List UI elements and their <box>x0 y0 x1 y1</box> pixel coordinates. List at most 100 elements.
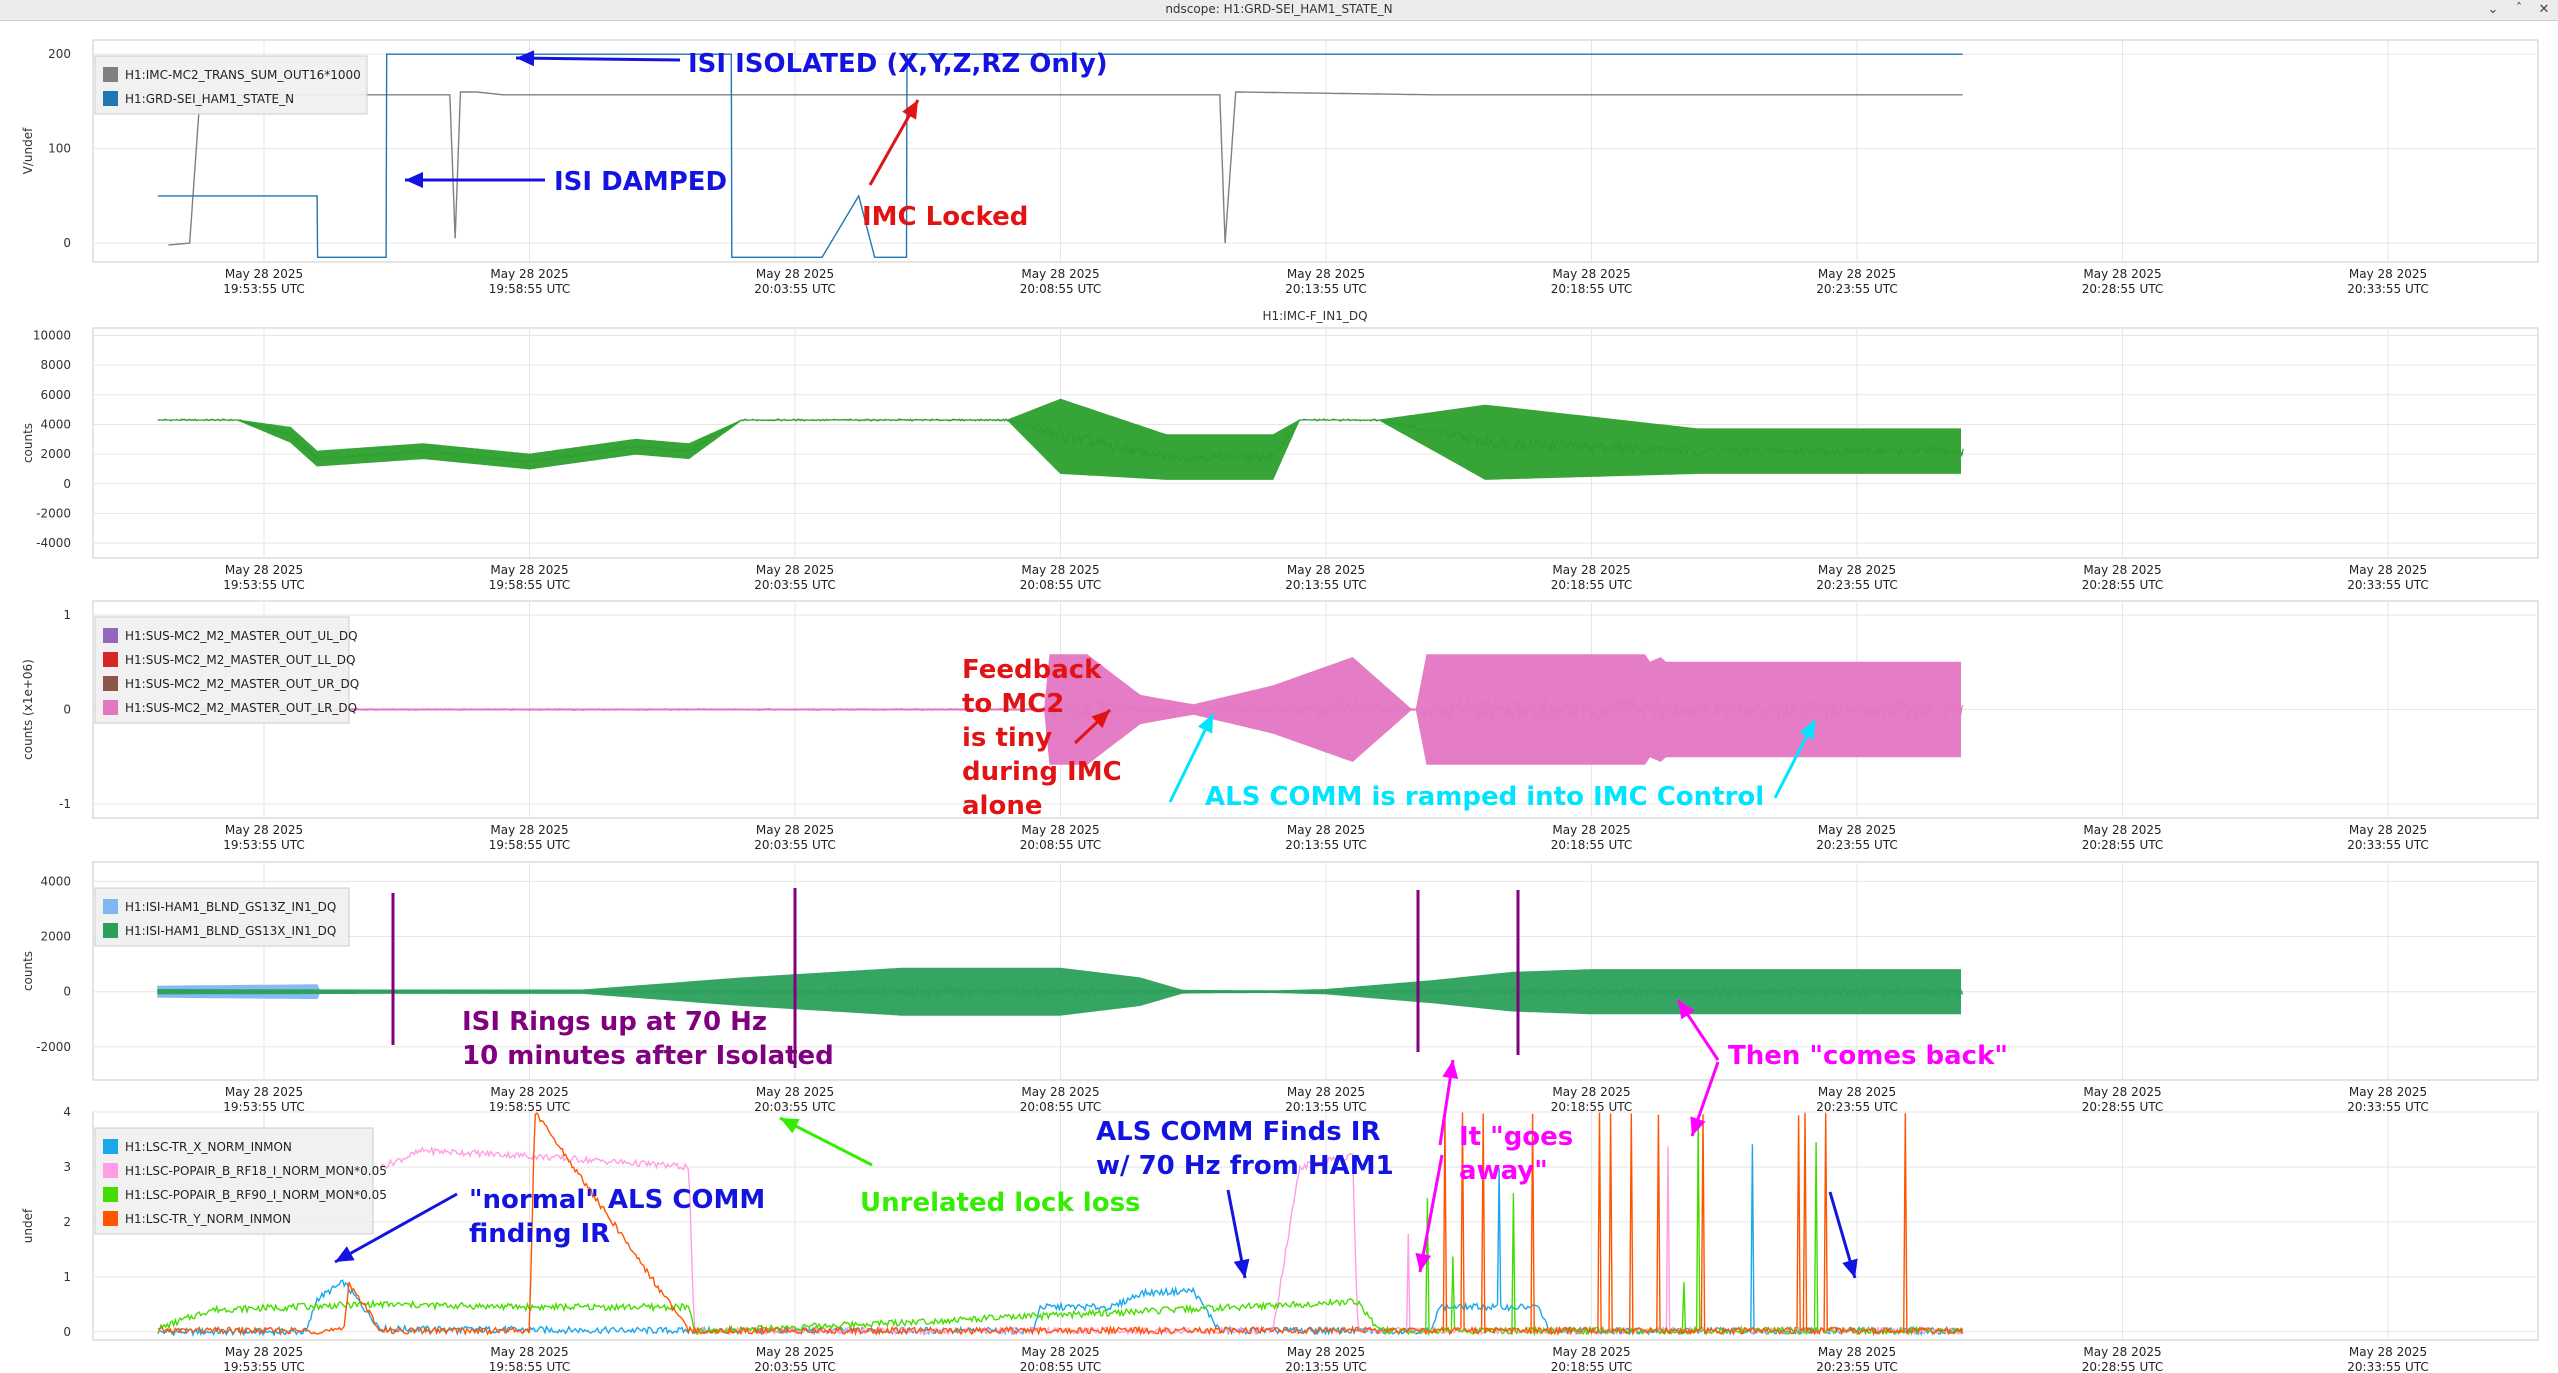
legend-box <box>94 616 350 724</box>
series-line <box>157 418 1964 464</box>
x-tick-time: 20:18:55 UTC <box>1551 838 1633 852</box>
y-axis-label: counts <box>21 423 35 463</box>
x-tick-time: 19:58:55 UTC <box>489 1360 571 1373</box>
annotation-text: alone <box>962 791 1042 821</box>
panel-2: -4000 -2000 0 2000 4000 6000 8000 10000 counts H1… <box>21 309 2539 592</box>
x-tick-time: 20:13:55 UTC <box>1285 578 1367 592</box>
x-tick-time: 20:13:55 UTC <box>1285 1100 1367 1114</box>
x-tick-time: 20:08:55 UTC <box>1020 1100 1102 1114</box>
x-tick-date: May 28 2025 <box>756 563 834 577</box>
x-tick-date: May 28 2025 <box>2349 267 2427 281</box>
legend: H1:ISI-HAM1_BLND_GS13Z_IN1_DQ H1:ISI-HAM1… <box>94 887 350 947</box>
legend-box <box>94 1127 374 1235</box>
x-tick-date: May 28 2025 <box>1552 267 1630 281</box>
annotation-arrow-head <box>1233 1258 1250 1278</box>
x-tick-time: 20:08:55 UTC <box>1020 578 1102 592</box>
x-tick-time: 20:28:55 UTC <box>2082 282 2164 296</box>
y-tick-label: 0 <box>63 477 71 491</box>
x-tick-date: May 28 2025 <box>2349 823 2427 837</box>
series-group <box>157 398 1964 480</box>
x-tick-date: May 28 2025 <box>490 563 568 577</box>
maximize-icon[interactable]: ˆ <box>2515 2 2523 17</box>
x-tick-time: 19:53:55 UTC <box>223 1360 305 1373</box>
x-tick-time: 19:53:55 UTC <box>223 282 305 296</box>
annotation-text: ISI ISOLATED (X,Y,Z,RZ Only) <box>688 49 1108 79</box>
annotation-arrow-head <box>1690 1116 1706 1136</box>
legend-entry: H1:SUS-MC2_M2_MASTER_OUT_LL_DQ <box>125 653 355 667</box>
minimize-icon[interactable]: ⌄ <box>2487 2 2499 17</box>
x-tick-date: May 28 2025 <box>225 1345 303 1359</box>
annotation-text: Unrelated lock loss <box>860 1188 1141 1218</box>
legend: H1:IMC-MC2_TRANS_SUM_OUT16*1000 H1:GRD-SE… <box>94 55 368 115</box>
x-tick-time: 19:53:55 UTC <box>223 1100 305 1114</box>
legend-entry: H1:LSC-TR_X_NORM_INMON <box>125 1140 292 1154</box>
x-tick-date: May 28 2025 <box>225 267 303 281</box>
legend-swatch <box>103 91 118 106</box>
annotation-text: 10 minutes after Isolated <box>462 1041 834 1071</box>
x-tick-time: 19:53:55 UTC <box>223 838 305 852</box>
x-tick-date: May 28 2025 <box>1021 823 1099 837</box>
x-tick-date: May 28 2025 <box>1287 267 1365 281</box>
x-tick-time: 19:58:55 UTC <box>489 838 571 852</box>
x-tick-time: 20:18:55 UTC <box>1551 282 1633 296</box>
x-tick-date: May 28 2025 <box>2083 1345 2161 1359</box>
x-tick-time: 20:33:55 UTC <box>2347 1360 2429 1373</box>
annotation-arrow-head <box>1415 1252 1432 1272</box>
y-axis-label: undef <box>21 1208 35 1243</box>
x-tick-date: May 28 2025 <box>1818 563 1896 577</box>
y-tick-label: 2000 <box>40 930 71 944</box>
x-tick-date: May 28 2025 <box>1287 1345 1365 1359</box>
annotation-arrow-head <box>516 50 535 67</box>
x-tick-date: May 28 2025 <box>490 1345 568 1359</box>
x-tick-date: May 28 2025 <box>1552 563 1630 577</box>
legend-swatch <box>103 652 118 667</box>
y-tick-label: 2 <box>63 1215 71 1229</box>
close-icon[interactable]: ✕ <box>2538 2 2550 17</box>
y-tick-label: 1 <box>63 1270 71 1284</box>
x-tick-date: May 28 2025 <box>2083 267 2161 281</box>
x-tick-time: 20:08:55 UTC <box>1020 1360 1102 1373</box>
x-tick-date: May 28 2025 <box>1818 823 1896 837</box>
annotation-text: ISI Rings up at 70 Hz <box>462 1007 767 1037</box>
annotation-arrow-head <box>1197 714 1213 734</box>
x-tick-time: 20:23:55 UTC <box>1816 1100 1898 1114</box>
plot-frame <box>92 1111 2539 1341</box>
legend-swatch <box>103 676 118 691</box>
x-tick-time: 20:08:55 UTC <box>1020 282 1102 296</box>
x-tick-time: 20:13:55 UTC <box>1285 282 1367 296</box>
x-tick-time: 20:33:55 UTC <box>2347 578 2429 592</box>
annotation-arrow-head <box>902 100 918 120</box>
x-tick-time: 20:03:55 UTC <box>754 282 836 296</box>
y-tick-label: 4000 <box>40 874 71 888</box>
annotation-arrow-head <box>1091 710 1110 729</box>
annotation-text: Then "comes back" <box>1728 1041 2008 1071</box>
x-tick-time: 20:28:55 UTC <box>2082 838 2164 852</box>
x-tick-date: May 28 2025 <box>1818 1085 1896 1099</box>
x-tick-time: 20:18:55 UTC <box>1551 1360 1633 1373</box>
annotation-text: away" <box>1459 1156 1548 1186</box>
series-line <box>168 91 1963 246</box>
annotation-arrow-head <box>1799 720 1815 740</box>
legend-entry: H1:GRD-SEI_HAM1_STATE_N <box>125 92 294 106</box>
legend-swatch <box>103 67 118 82</box>
y-tick-label: 8000 <box>40 358 71 372</box>
legend-swatch <box>103 1139 118 1154</box>
x-tick-date: May 28 2025 <box>756 1085 834 1099</box>
y-tick-label: -1 <box>59 797 71 811</box>
legend-entry: H1:LSC-POPAIR_B_RF90_I_NORM_MON*0.05 <box>125 1188 387 1202</box>
x-tick-date: May 28 2025 <box>756 823 834 837</box>
y-tick-label: 0 <box>63 985 71 999</box>
legend-swatch <box>103 899 118 914</box>
x-tick-time: 20:18:55 UTC <box>1551 578 1633 592</box>
x-tick-time: 20:08:55 UTC <box>1020 838 1102 852</box>
x-tick-time: 19:58:55 UTC <box>489 1100 571 1114</box>
x-tick-time: 20:03:55 UTC <box>754 838 836 852</box>
x-tick-time: 20:23:55 UTC <box>1816 1360 1898 1373</box>
x-tick-time: 20:23:55 UTC <box>1816 578 1898 592</box>
y-tick-label: 10000 <box>33 328 71 342</box>
legend-swatch <box>103 1211 118 1226</box>
y-tick-label: 1 <box>63 608 71 622</box>
